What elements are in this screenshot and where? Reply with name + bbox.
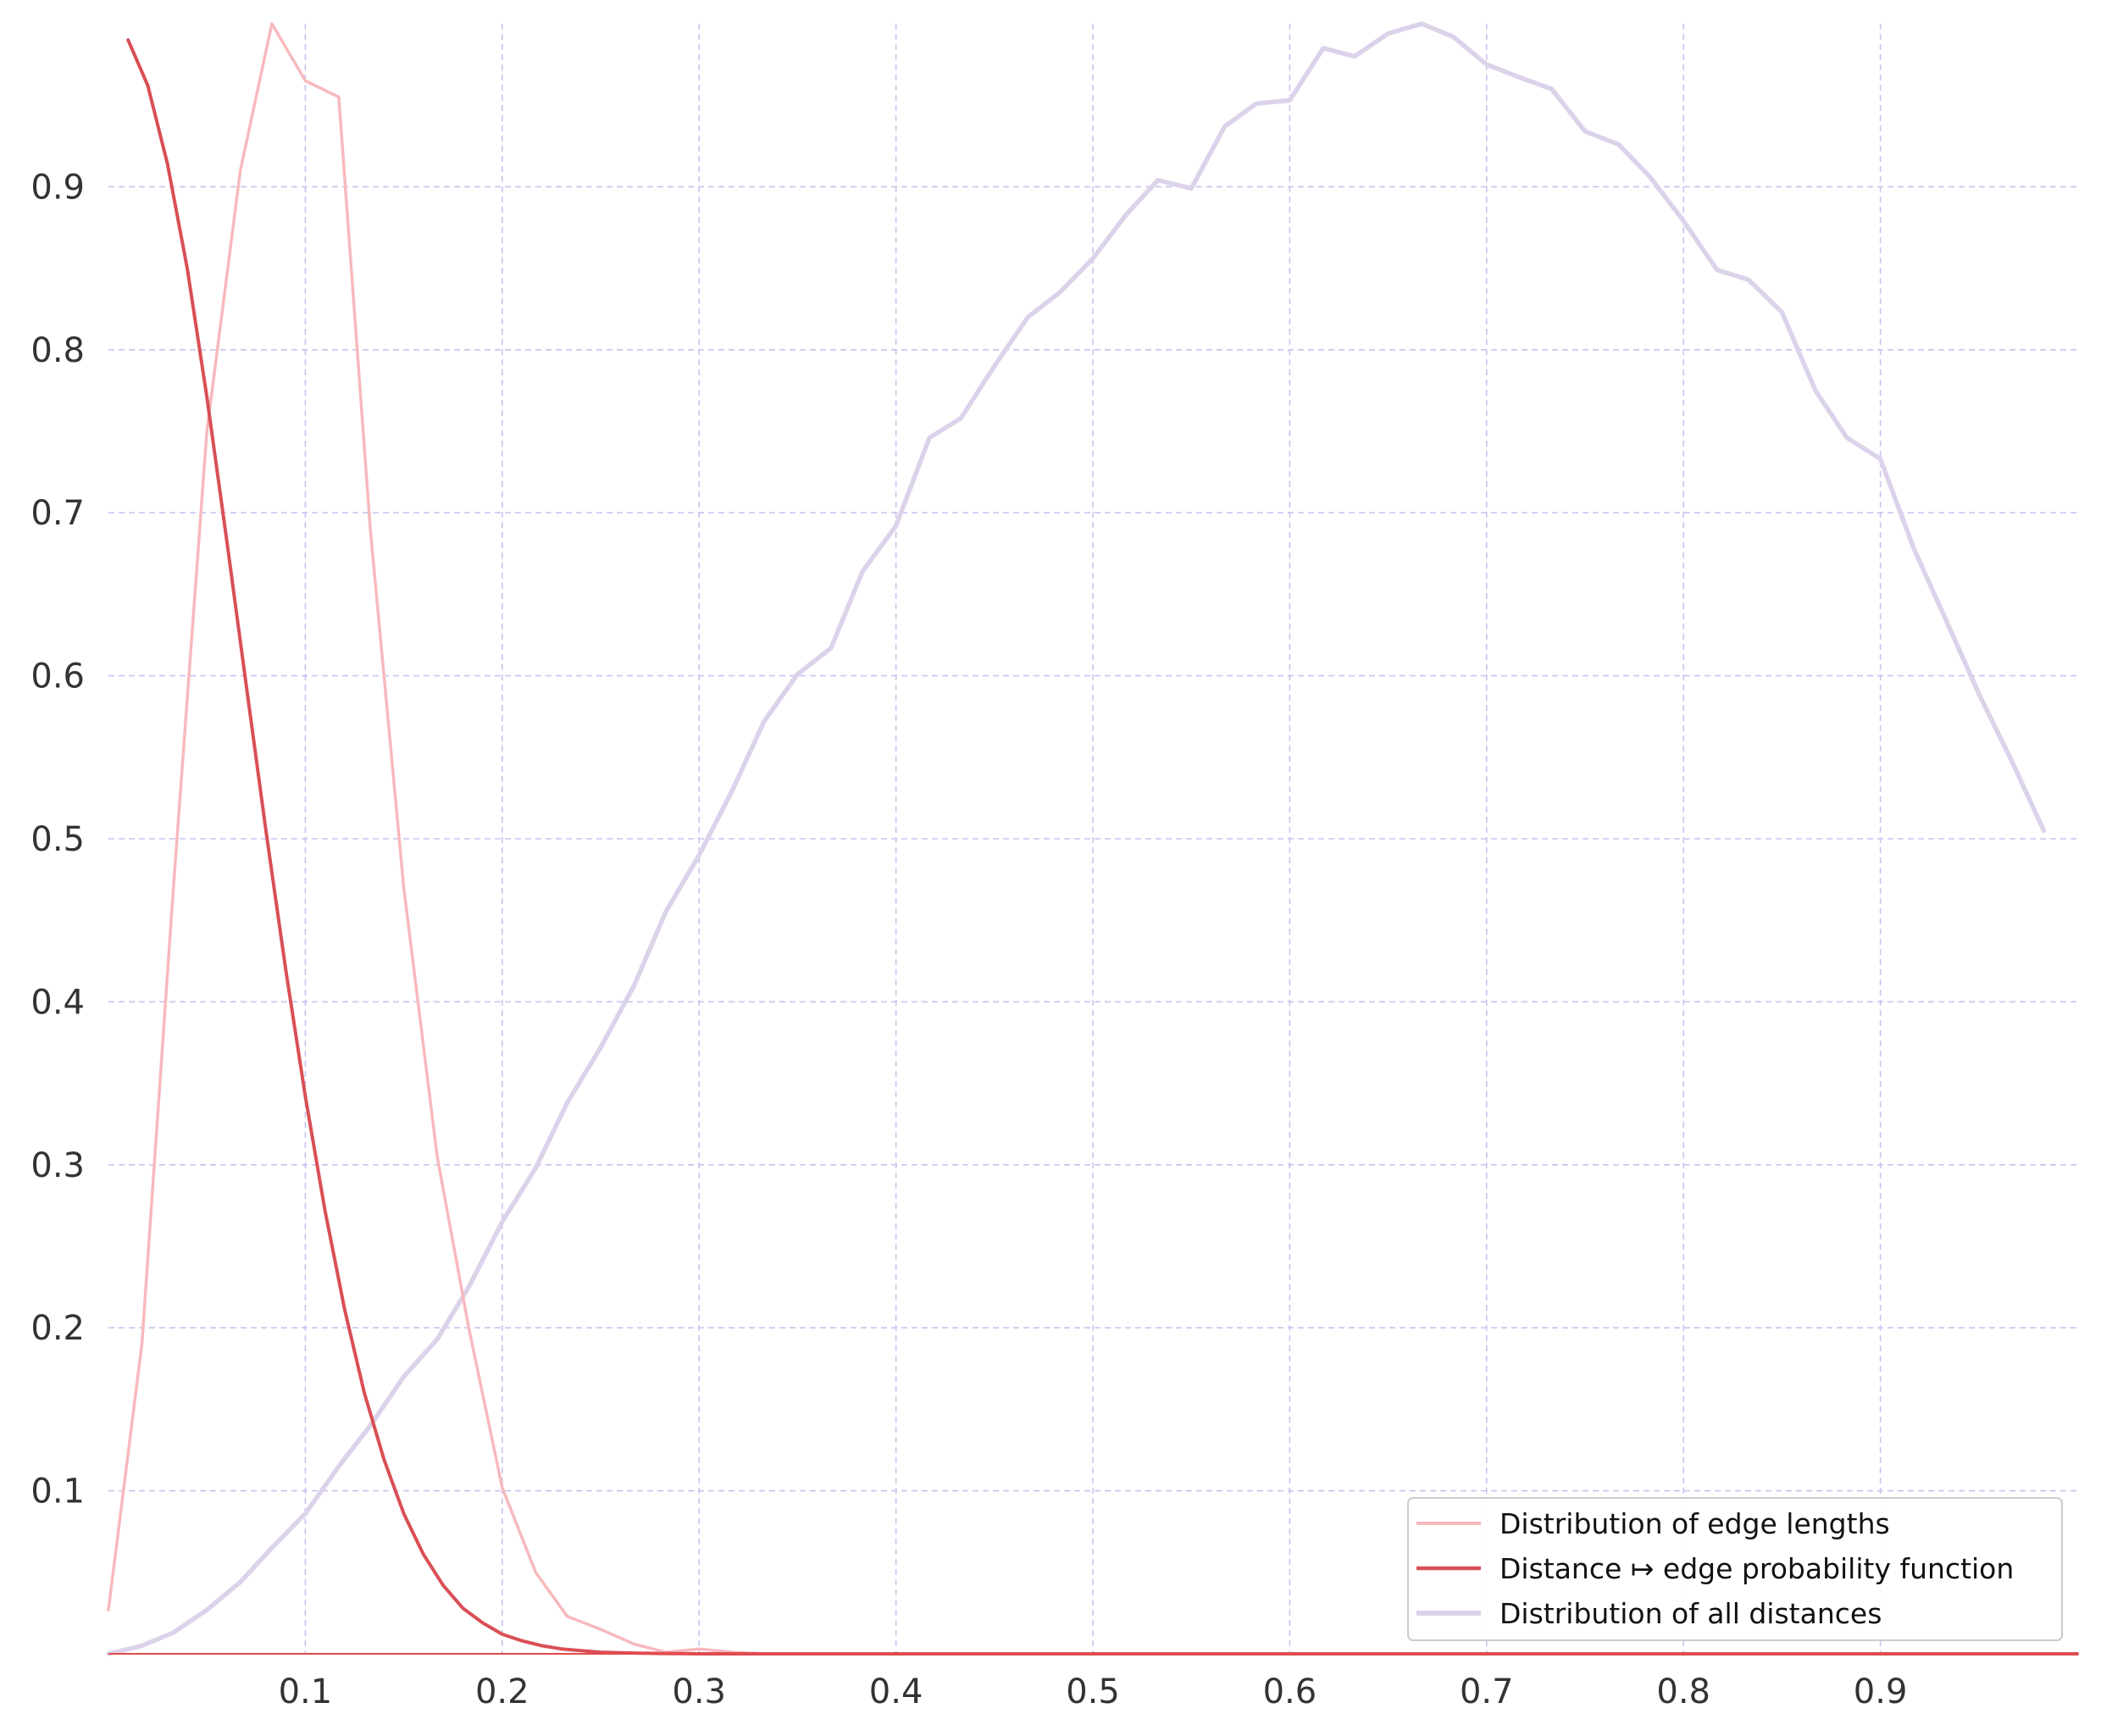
y-tick-label: 0.6: [30, 657, 85, 696]
legend-label: Distribution of all distances: [1500, 1597, 1882, 1630]
y-tick-label: 0.7: [30, 494, 85, 533]
series-line-3: [106, 21, 2047, 1656]
legend-label: Distance ↦ edge probability function: [1500, 1552, 2014, 1585]
x-tick-label: 0.7: [1460, 1672, 1514, 1711]
y-tick-label: 0.1: [30, 1473, 85, 1511]
x-tick-label: 0.9: [1854, 1672, 1908, 1711]
x-tick-label: 0.2: [475, 1672, 529, 1711]
x-tick-label: 0.3: [672, 1672, 726, 1711]
x-tick-label: 0.8: [1656, 1672, 1710, 1711]
x-tick-label: 0.4: [869, 1672, 923, 1711]
legend: Distribution of edge lengths Distance ↦ e…: [1407, 1497, 2063, 1641]
y-axis-ticks: 0.1 0.2 0.3 0.4 0.5 0.6 0.7 0.8 0.9: [30, 168, 85, 1511]
y-tick-label: 0.5: [30, 820, 85, 859]
y-tick-label: 0.9: [30, 168, 85, 207]
x-tick-label: 0.5: [1066, 1672, 1120, 1711]
x-axis-ticks: 0.1 0.2 0.3 0.4 0.5 0.6 0.7 0.8 0.9: [279, 1672, 1908, 1711]
y-tick-label: 0.4: [30, 983, 85, 1022]
x-tick-label: 0.6: [1263, 1672, 1317, 1711]
x-tick-label: 0.1: [279, 1672, 333, 1711]
grid-lines: [108, 24, 2077, 1654]
series-line-2: [126, 38, 2079, 1656]
legend-label: Distribution of edge lengths: [1500, 1507, 1890, 1540]
y-tick-label: 0.3: [30, 1146, 85, 1185]
y-tick-label: 0.8: [30, 331, 85, 370]
y-tick-label: 0.2: [30, 1309, 85, 1348]
legend-box: [1407, 1497, 2063, 1641]
